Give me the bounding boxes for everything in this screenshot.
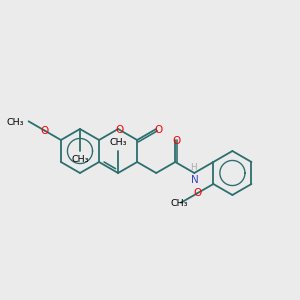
Text: H: H <box>190 163 196 172</box>
Text: O: O <box>154 125 162 135</box>
Text: CH₃: CH₃ <box>6 118 23 127</box>
Text: O: O <box>172 136 180 146</box>
Text: O: O <box>115 125 123 135</box>
Text: N: N <box>191 175 199 185</box>
Text: CH₃: CH₃ <box>170 199 188 208</box>
Text: CH₃: CH₃ <box>71 155 89 164</box>
Text: CH₃: CH₃ <box>109 138 127 147</box>
Text: O: O <box>193 188 201 198</box>
Text: O: O <box>40 126 49 136</box>
